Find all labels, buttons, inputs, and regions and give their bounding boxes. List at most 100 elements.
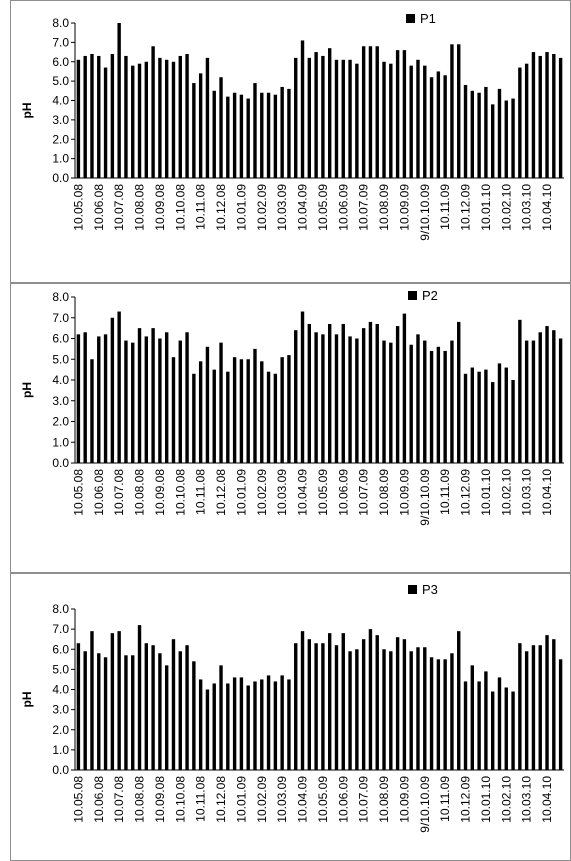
- y-tick-label: 4.0: [52, 683, 69, 697]
- bar: [423, 340, 427, 463]
- bar: [552, 639, 556, 770]
- bar: [219, 77, 223, 178]
- y-tick-label: 8.0: [52, 16, 69, 30]
- x-tick-label: 10.05.09: [316, 776, 330, 823]
- y-tick-label: 6.0: [52, 642, 69, 656]
- x-tick-label: 10.03.10: [520, 184, 534, 231]
- x-tick-label: 10.10.08: [173, 469, 187, 516]
- bar: [321, 334, 325, 463]
- bar: [103, 67, 108, 178]
- bar: [185, 332, 189, 463]
- x-tick-label: 10.05.09: [316, 469, 330, 516]
- bar: [416, 647, 420, 770]
- bar: [205, 689, 210, 770]
- bar: [531, 52, 536, 179]
- bar: [212, 369, 216, 464]
- bar: [171, 61, 176, 178]
- bar: [443, 75, 447, 178]
- x-tick-label: 10.02.09: [255, 469, 269, 516]
- legend-swatch: [408, 291, 417, 300]
- x-tick-label: 10.05.09: [316, 184, 330, 231]
- chart-p1: 0.0 1.0 2.0 3.0 4.0 5.0 6.0 7.0 8.0 pH 10.05.08 10.…: [20, 11, 564, 241]
- legend-label: P3: [422, 582, 438, 597]
- bar: [341, 633, 345, 770]
- bar: [545, 326, 549, 463]
- bar: [280, 357, 284, 463]
- chart-p2: 0.0 1.0 2.0 3.0 4.0 5.0 6.0 7.0 8.0 pH 10.05.08 10.…: [20, 288, 564, 526]
- bar: [361, 639, 366, 770]
- bar: [511, 98, 515, 178]
- bar: [83, 55, 87, 178]
- y-tick-label: 3.0: [52, 394, 69, 408]
- bar: [504, 100, 508, 178]
- bar: [477, 92, 481, 178]
- bar: [524, 340, 529, 463]
- bar: [212, 90, 216, 178]
- bar: [511, 691, 515, 770]
- bar: [402, 639, 407, 770]
- legend-label: P1: [420, 11, 436, 26]
- bar: [355, 63, 359, 178]
- bar: [307, 323, 312, 463]
- chart-panel-p2: 0.0 1.0 2.0 3.0 4.0 5.0 6.0 7.0 8.0 pH 10.05.08 10.…: [10, 283, 571, 573]
- y-tick-label: 6.0: [52, 55, 69, 69]
- bar: [436, 659, 441, 770]
- x-tick-label: 10.06.08: [92, 469, 106, 516]
- bar: [341, 59, 345, 179]
- bar: [239, 359, 244, 463]
- bar: [178, 340, 182, 463]
- x-tick-label: 10.06.08: [92, 776, 106, 823]
- bar: [477, 681, 481, 770]
- bar: [321, 55, 325, 178]
- bar: [504, 367, 508, 463]
- bar: [395, 50, 400, 179]
- bar: [423, 65, 427, 179]
- bar: [382, 340, 386, 463]
- bar: [409, 651, 413, 770]
- bar: [470, 367, 475, 463]
- bar: [382, 649, 386, 770]
- bar: [103, 334, 108, 463]
- bar: [348, 651, 352, 770]
- bar: [497, 88, 502, 179]
- x-tick-label: 10.11.08: [194, 469, 208, 515]
- bar: [226, 683, 230, 770]
- y-axis-label: pH: [20, 103, 34, 119]
- x-tick-label: 10.05.08: [71, 469, 85, 516]
- x-tick-label: 10.12.08: [214, 184, 228, 231]
- bar: [171, 639, 176, 770]
- bar: [375, 635, 379, 770]
- bar: [382, 61, 386, 178]
- bar: [423, 647, 427, 770]
- y-tick-label: 8.0: [52, 602, 69, 616]
- bar: [477, 371, 481, 463]
- bar: [558, 659, 563, 770]
- bar: [124, 55, 128, 178]
- x-tick-label: 10.02.09: [255, 776, 269, 823]
- bar: [158, 57, 162, 179]
- bar: [389, 63, 393, 178]
- x-tick-label: 10.06.09: [336, 184, 350, 231]
- bar: [558, 338, 563, 463]
- x-tick-label: 10.03.09: [275, 184, 289, 231]
- bar: [164, 665, 169, 770]
- bar: [294, 330, 298, 463]
- bar: [144, 61, 149, 178]
- bar: [552, 54, 556, 178]
- bar: [375, 323, 379, 463]
- bar: [389, 342, 393, 463]
- y-axis-label: pH: [20, 382, 34, 398]
- bar: [368, 629, 373, 771]
- bar: [457, 321, 461, 463]
- bar: [110, 633, 115, 770]
- bar: [490, 104, 495, 179]
- x-tick-label: 10.03.09: [275, 776, 289, 823]
- bar: [192, 83, 196, 178]
- bar: [273, 373, 278, 463]
- bar: [266, 92, 271, 178]
- bar: [518, 643, 522, 770]
- bar: [484, 86, 488, 178]
- bar: [246, 359, 250, 463]
- bar: [484, 369, 488, 464]
- bar: [334, 59, 339, 179]
